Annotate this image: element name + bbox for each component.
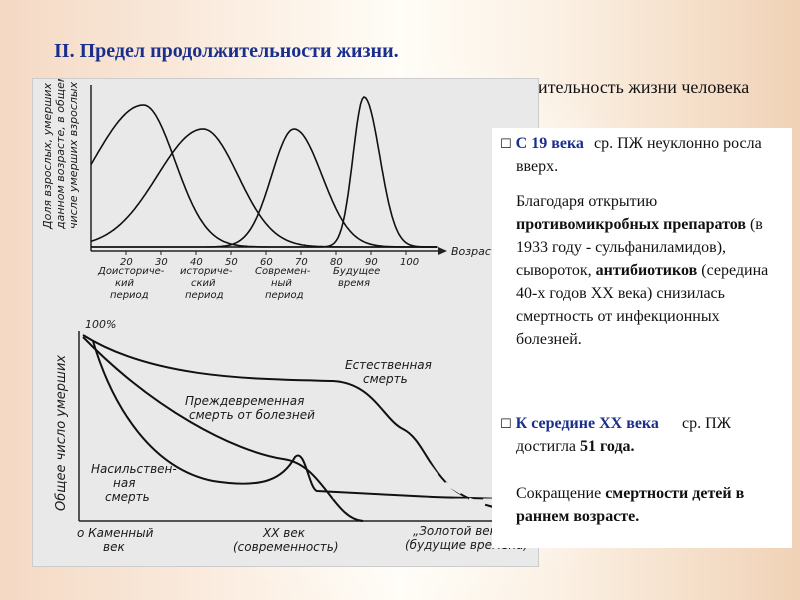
b2-num: 51 года. — [580, 438, 635, 455]
x-20c-2: (современность) — [233, 540, 339, 554]
p3-b: смертности детей в раннем возрасте. — [516, 485, 745, 525]
top-tick-label: 70 — [295, 257, 308, 268]
premature-death-label-1: Преждевременная — [185, 394, 304, 408]
top-ylabel-1: Доля взрослых, умерших в — [41, 79, 54, 230]
x-20c-1: XX век — [262, 526, 306, 540]
p2-d: антибиотиков — [595, 262, 698, 279]
bullet-2-head: К середине ХХ века — [515, 415, 659, 432]
natural-death-label-2: смерть — [363, 372, 408, 386]
p2-a: Благодаря открытию — [516, 193, 658, 210]
top-x-arrow — [438, 247, 447, 255]
top-tick-label: 100 — [400, 257, 419, 268]
premature-death-label-2: смерть от болезней — [189, 408, 315, 422]
top-period-curve — [90, 104, 438, 248]
slide-title: II. Предел продолжительности жизни. — [54, 40, 399, 62]
period-2-line1: историче- — [180, 266, 233, 277]
x-stone-age-2: век — [103, 540, 125, 554]
paragraph-3: Сокращение смертности детей в раннем воз… — [516, 482, 786, 528]
period-1-line1: Доисториче- — [97, 266, 165, 277]
period-3-line1: Современ- — [255, 266, 311, 277]
top-period-curve — [90, 128, 438, 248]
violent-death-label-3: смерть — [105, 490, 150, 504]
period-2-line2: ский — [191, 278, 216, 289]
x-stone-age-1: о Каменный — [77, 526, 154, 540]
top-chart: Доля взрослых, умерших в данном возрасте… — [41, 79, 498, 301]
bullet-2: ☐ К середине ХХ века — [500, 412, 659, 436]
bottom-chart: 100% Общее число умерших Естественная см… — [54, 318, 534, 554]
natural-death-label-1: Естественная — [345, 358, 432, 372]
bullet-2-text: ср. ПЖ достигла 51 года. — [516, 412, 786, 458]
top-ylabel-2: данном возрасте, в общем — [54, 79, 67, 230]
bottom-ymax-label: 100% — [85, 318, 116, 331]
text-panel: ☐ С 19 века ср. ПЖ неуклонно росла вверх.… — [492, 128, 792, 548]
top-tick-label: 80 — [330, 257, 343, 268]
violent-death-dash-gaps — [332, 495, 498, 502]
natural-death-curve — [82, 334, 534, 514]
x-golden-1: „Золотой век" — [413, 524, 502, 538]
top-tick-label: 20 — [120, 257, 133, 268]
bullet-1-text: ср. ПЖ неуклонно росла вверх. — [516, 132, 786, 178]
bottom-ylabel: Общее число умерших — [54, 355, 69, 511]
violent-death-label-2: ная — [113, 476, 135, 490]
checkbox-icon-2: ☐ — [500, 417, 512, 432]
natural-death-dash-gaps — [401, 435, 514, 515]
b2-mid: ср. ПЖ достигла — [516, 415, 731, 455]
checkbox-icon: ☐ — [500, 137, 512, 152]
bullet-1-head: С 19 века — [515, 135, 584, 152]
top-tick-label: 90 — [365, 257, 378, 268]
p2-c: (в 1933 году - сульфаниламидов), сыворот… — [516, 216, 763, 279]
period-3-line2: ный — [271, 278, 292, 289]
period-1-line2: кий — [115, 278, 135, 289]
premature-death-curve — [82, 336, 364, 522]
top-tick-label: 40 — [190, 257, 203, 268]
top-tick-label: 30 — [155, 257, 168, 268]
bullet-1: ☐ С 19 века — [500, 132, 584, 156]
violent-death-curve — [92, 340, 534, 500]
paragraph-2: Благодаря открытию противомикробных преп… — [516, 190, 786, 351]
top-tick-label: 50 — [225, 257, 238, 268]
top-period-curve — [91, 96, 438, 248]
period-4-line1: Будущее — [333, 266, 380, 277]
period-3-line3: период — [265, 290, 304, 301]
top-tick-label: 60 — [260, 257, 273, 268]
period-2-line3: период — [185, 290, 224, 301]
violent-death-label-1: Насильствен- — [91, 462, 177, 476]
figure-svg: Доля взрослых, умерших в данном возрасте… — [41, 79, 534, 554]
p2-e: (середина 40-х годов ХХ века) снизилась … — [516, 262, 769, 348]
period-4-line2: время — [338, 278, 370, 289]
p2-b: противомикробных препаратов — [516, 216, 746, 233]
top-ylabel-3: числе умерших взрослых — [67, 81, 80, 229]
period-1-line3: период — [110, 290, 149, 301]
bullet-1-rest: ср. ПЖ неуклонно росла вверх. — [516, 135, 762, 175]
scanned-figure: Доля взрослых, умерших в данном возрасте… — [32, 78, 539, 567]
p3-a: Сокращение — [516, 485, 606, 502]
top-xaxis-label: Возраст — [451, 245, 498, 258]
